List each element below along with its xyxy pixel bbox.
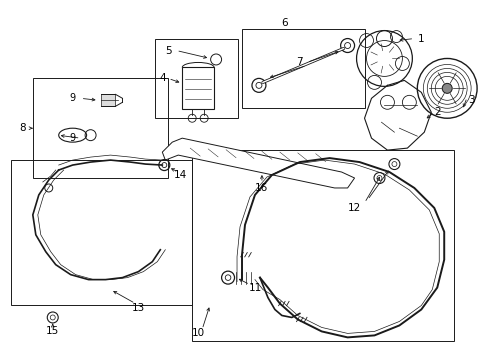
Text: 6: 6 (281, 18, 287, 28)
Text: 9: 9 (69, 133, 76, 143)
Text: 14: 14 (173, 170, 186, 180)
Text: 11: 11 (248, 283, 261, 293)
Text: 15: 15 (46, 327, 59, 336)
Bar (33, 78, 168, 178)
Bar (155, 39, 238, 118)
Text: 7: 7 (296, 58, 303, 67)
Text: 1: 1 (417, 33, 424, 44)
Text: 8: 8 (20, 123, 26, 133)
Text: 4: 4 (159, 73, 165, 84)
Polygon shape (162, 138, 354, 188)
Text: 16: 16 (255, 183, 268, 193)
Bar (101, 94, 115, 106)
Bar (11, 160, 192, 305)
Text: 9: 9 (69, 93, 76, 103)
Bar (242, 28, 364, 108)
Text: 3: 3 (467, 95, 473, 105)
Text: 13: 13 (132, 302, 145, 312)
Text: 10: 10 (191, 328, 204, 338)
Text: 12: 12 (347, 203, 361, 213)
Bar (192, 150, 453, 341)
Bar (182, 67, 214, 109)
Text: 2: 2 (433, 107, 440, 117)
Circle shape (441, 84, 451, 93)
Text: 5: 5 (164, 45, 171, 55)
